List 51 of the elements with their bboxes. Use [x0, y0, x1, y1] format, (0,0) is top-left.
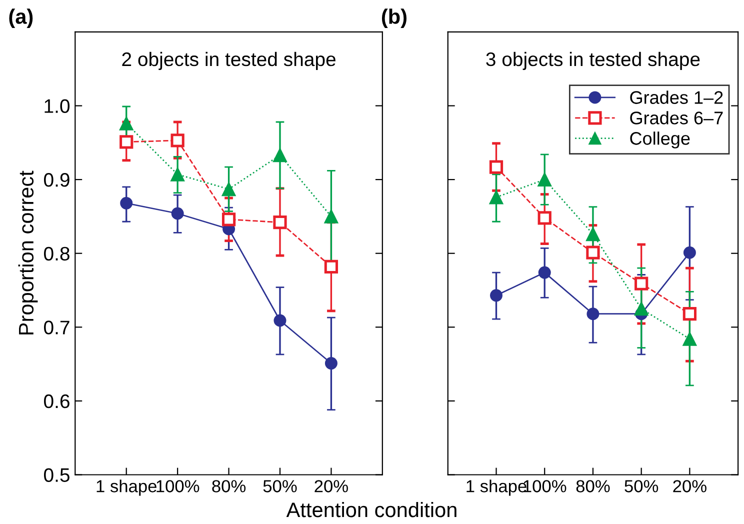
x-tick-label: 80%: [212, 480, 246, 492]
point: [634, 276, 648, 290]
y-tick-label: 0.7: [44, 320, 70, 334]
point: [273, 148, 287, 162]
point: [222, 182, 236, 196]
text: (a): [9, 8, 33, 28]
y-axis-title: Proportion correct: [18, 170, 38, 334]
x-tick-label: 1 shape: [96, 480, 156, 496]
y-tick-label: 0.6: [44, 394, 70, 408]
point: [170, 134, 184, 148]
point: [171, 207, 184, 220]
text: 2 objects in tested shape: [122, 52, 336, 70]
point: [120, 135, 134, 149]
point: [538, 211, 552, 225]
x-tick-label: 50%: [624, 480, 658, 492]
x-axis-title: Attention condition: [286, 502, 456, 518]
point: [489, 160, 504, 174]
point: [586, 246, 600, 260]
y-tick-label: 0.5: [44, 468, 70, 482]
x-tick-label: 1 shape: [466, 480, 526, 496]
point: [324, 260, 338, 274]
point: [586, 308, 600, 320]
point: [538, 266, 551, 279]
point: [324, 357, 338, 370]
point: [683, 246, 696, 259]
x-tick-label: 20%: [673, 480, 706, 492]
point: [634, 302, 648, 316]
x-tick-label: 100%: [524, 480, 566, 492]
point: [586, 227, 600, 242]
point: [682, 332, 697, 346]
y-tick-label: 0.8: [44, 246, 70, 261]
point: [222, 212, 236, 226]
legend-label: College: [630, 132, 690, 148]
point: [120, 196, 133, 210]
point: [538, 172, 552, 186]
x-tick-label: 50%: [263, 480, 297, 492]
x-tick-label: 80%: [576, 480, 610, 492]
point: [274, 314, 286, 327]
text: 3 objects in tested shape: [486, 52, 700, 70]
point: [273, 216, 287, 230]
x-tick-label: 20%: [314, 480, 348, 492]
point: [682, 307, 696, 321]
text: (b): [382, 8, 406, 28]
legend-label: Grades 6–7: [630, 111, 723, 124]
legend-label: Grades 1–2: [630, 90, 723, 104]
y-tick-label: 1.0: [44, 99, 70, 113]
point: [170, 167, 185, 182]
point: [490, 289, 502, 302]
x-tick-label: 100%: [156, 480, 200, 492]
point: [119, 116, 134, 130]
y-tick-label: 0.9: [44, 173, 70, 187]
